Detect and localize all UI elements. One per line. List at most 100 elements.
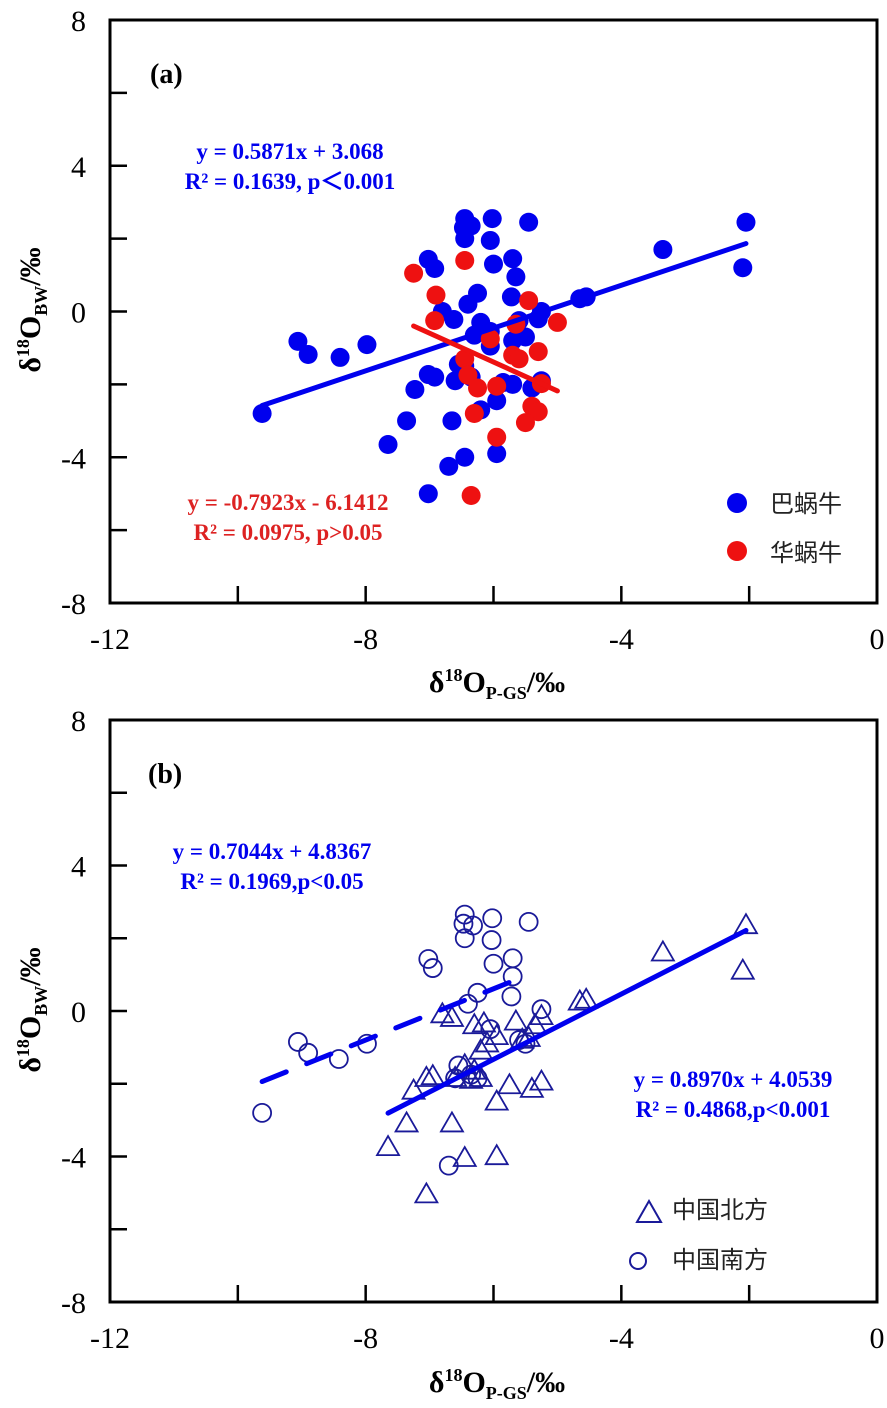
fit-label-red: y = -0.7923x - 6.1412 R² = 0.0975, p>0.0… (188, 490, 389, 545)
data-point (445, 1068, 466, 1089)
data-point (455, 349, 475, 369)
data-point (375, 1134, 401, 1156)
fit-lines (259, 927, 749, 1116)
data-points (252, 209, 756, 506)
legend-label: 巴蜗牛 (770, 490, 842, 518)
y-tick-label: 0 (71, 996, 86, 1029)
fit-stats: R² = 0.0975, p>0.05 (193, 520, 382, 545)
y-tick-label: 8 (71, 5, 86, 38)
y-axis-title: δ18OBW/‰ (13, 247, 51, 372)
data-point (444, 310, 464, 330)
data-point (442, 411, 462, 431)
x-tick-label: -12 (90, 623, 130, 656)
data-point (422, 958, 443, 978)
data-point (567, 988, 593, 1011)
data-point (413, 1181, 439, 1204)
legend-item: 中国南方 (629, 1246, 768, 1274)
data-point (519, 1076, 545, 1098)
data-point (394, 1110, 420, 1133)
data-point (733, 258, 753, 278)
data-point (288, 331, 308, 351)
data-point (439, 1005, 465, 1027)
y-axis-title: δ18OBW/‰ (13, 947, 51, 1072)
panel-label: (b) (148, 759, 182, 790)
fit-line (259, 241, 749, 409)
legend-marker (629, 1252, 647, 1270)
panel-a: 840-4-8 -12 -8 -4 0 (a) y = 0.5871x + 3.068… (13, 5, 885, 703)
legend-label: 华蜗牛 (770, 539, 842, 567)
data-point (328, 1049, 349, 1069)
data-point (480, 1019, 501, 1040)
legend-item: 中国北方 (635, 1196, 768, 1224)
data-point (482, 209, 502, 229)
data-point (650, 939, 676, 962)
fit-label-solid: y = 0.8970x + 4.0539 R² = 0.4868,p<0.001 (634, 1067, 833, 1122)
y-tick-label: 8 (71, 705, 86, 738)
data-point (515, 413, 535, 433)
data-point (420, 1063, 446, 1086)
y-tick-label: -8 (61, 1287, 86, 1320)
fit-equation: y = 0.7044x + 4.8367 (173, 839, 372, 864)
y-tick-label: -4 (61, 1142, 86, 1175)
data-point (461, 1012, 487, 1035)
fit-line (259, 977, 519, 1085)
data-point (484, 1143, 510, 1166)
data-point (404, 263, 424, 283)
legend: 中国北方 中国南方 (629, 1196, 768, 1274)
data-point (519, 212, 539, 232)
data-point (736, 212, 756, 232)
data-point (461, 486, 481, 506)
data-point (528, 1003, 554, 1026)
data-point (487, 376, 507, 396)
data-point (455, 250, 475, 270)
data-point (506, 267, 526, 287)
data-point (438, 1155, 459, 1176)
data-point (528, 1068, 554, 1091)
data-point (501, 986, 522, 1007)
data-point (481, 930, 502, 950)
y-tick-label: 4 (71, 151, 86, 184)
data-point (519, 291, 539, 311)
fit-label-blue: y = 0.5871x + 3.068 R² = 0.1639, p＜0.001 (185, 139, 395, 194)
fit-equation: y = 0.8970x + 4.0539 (634, 1067, 833, 1092)
legend-label: 中国南方 (672, 1246, 768, 1274)
data-point (484, 1088, 510, 1111)
data-point (357, 335, 377, 355)
fit-line (411, 323, 560, 394)
data-point (484, 254, 503, 274)
data-point (426, 285, 446, 305)
x-axis: -12 -8 -4 0 (90, 586, 885, 656)
data-point (487, 427, 507, 447)
legend-marker (727, 541, 747, 561)
data-point (454, 928, 475, 949)
series-circles (404, 250, 567, 506)
fit-line (385, 927, 749, 1116)
data-point (480, 230, 500, 250)
data-point (502, 948, 523, 969)
data-point (487, 444, 507, 464)
data-point (455, 229, 475, 249)
fit-label-dashed: y = 0.7044x + 4.8367 R² = 0.1969,p<0.05 (173, 839, 372, 894)
data-point (425, 311, 445, 331)
x-axis-title: δ18OP-GS/‰ (429, 1365, 565, 1403)
fit-lines (259, 241, 749, 409)
fit-stats: R² = 0.1969,p<0.05 (180, 869, 363, 894)
data-point (468, 1037, 494, 1060)
data-point (252, 1102, 273, 1123)
data-point (528, 402, 548, 422)
data-point (405, 379, 425, 399)
data-point (468, 378, 488, 398)
data-point (439, 1110, 465, 1133)
legend-marker (635, 1198, 663, 1223)
data-point (252, 404, 272, 424)
panel-label: (a) (150, 59, 183, 90)
data-point (487, 391, 507, 411)
data-point (502, 966, 523, 987)
series-circles (252, 904, 552, 1176)
data-point (418, 484, 438, 504)
y-axis: 8 4 0 -4 -8 (61, 705, 127, 1320)
data-point (458, 1066, 484, 1089)
y-tick-label: 4 (71, 851, 86, 884)
data-point (452, 1145, 478, 1167)
